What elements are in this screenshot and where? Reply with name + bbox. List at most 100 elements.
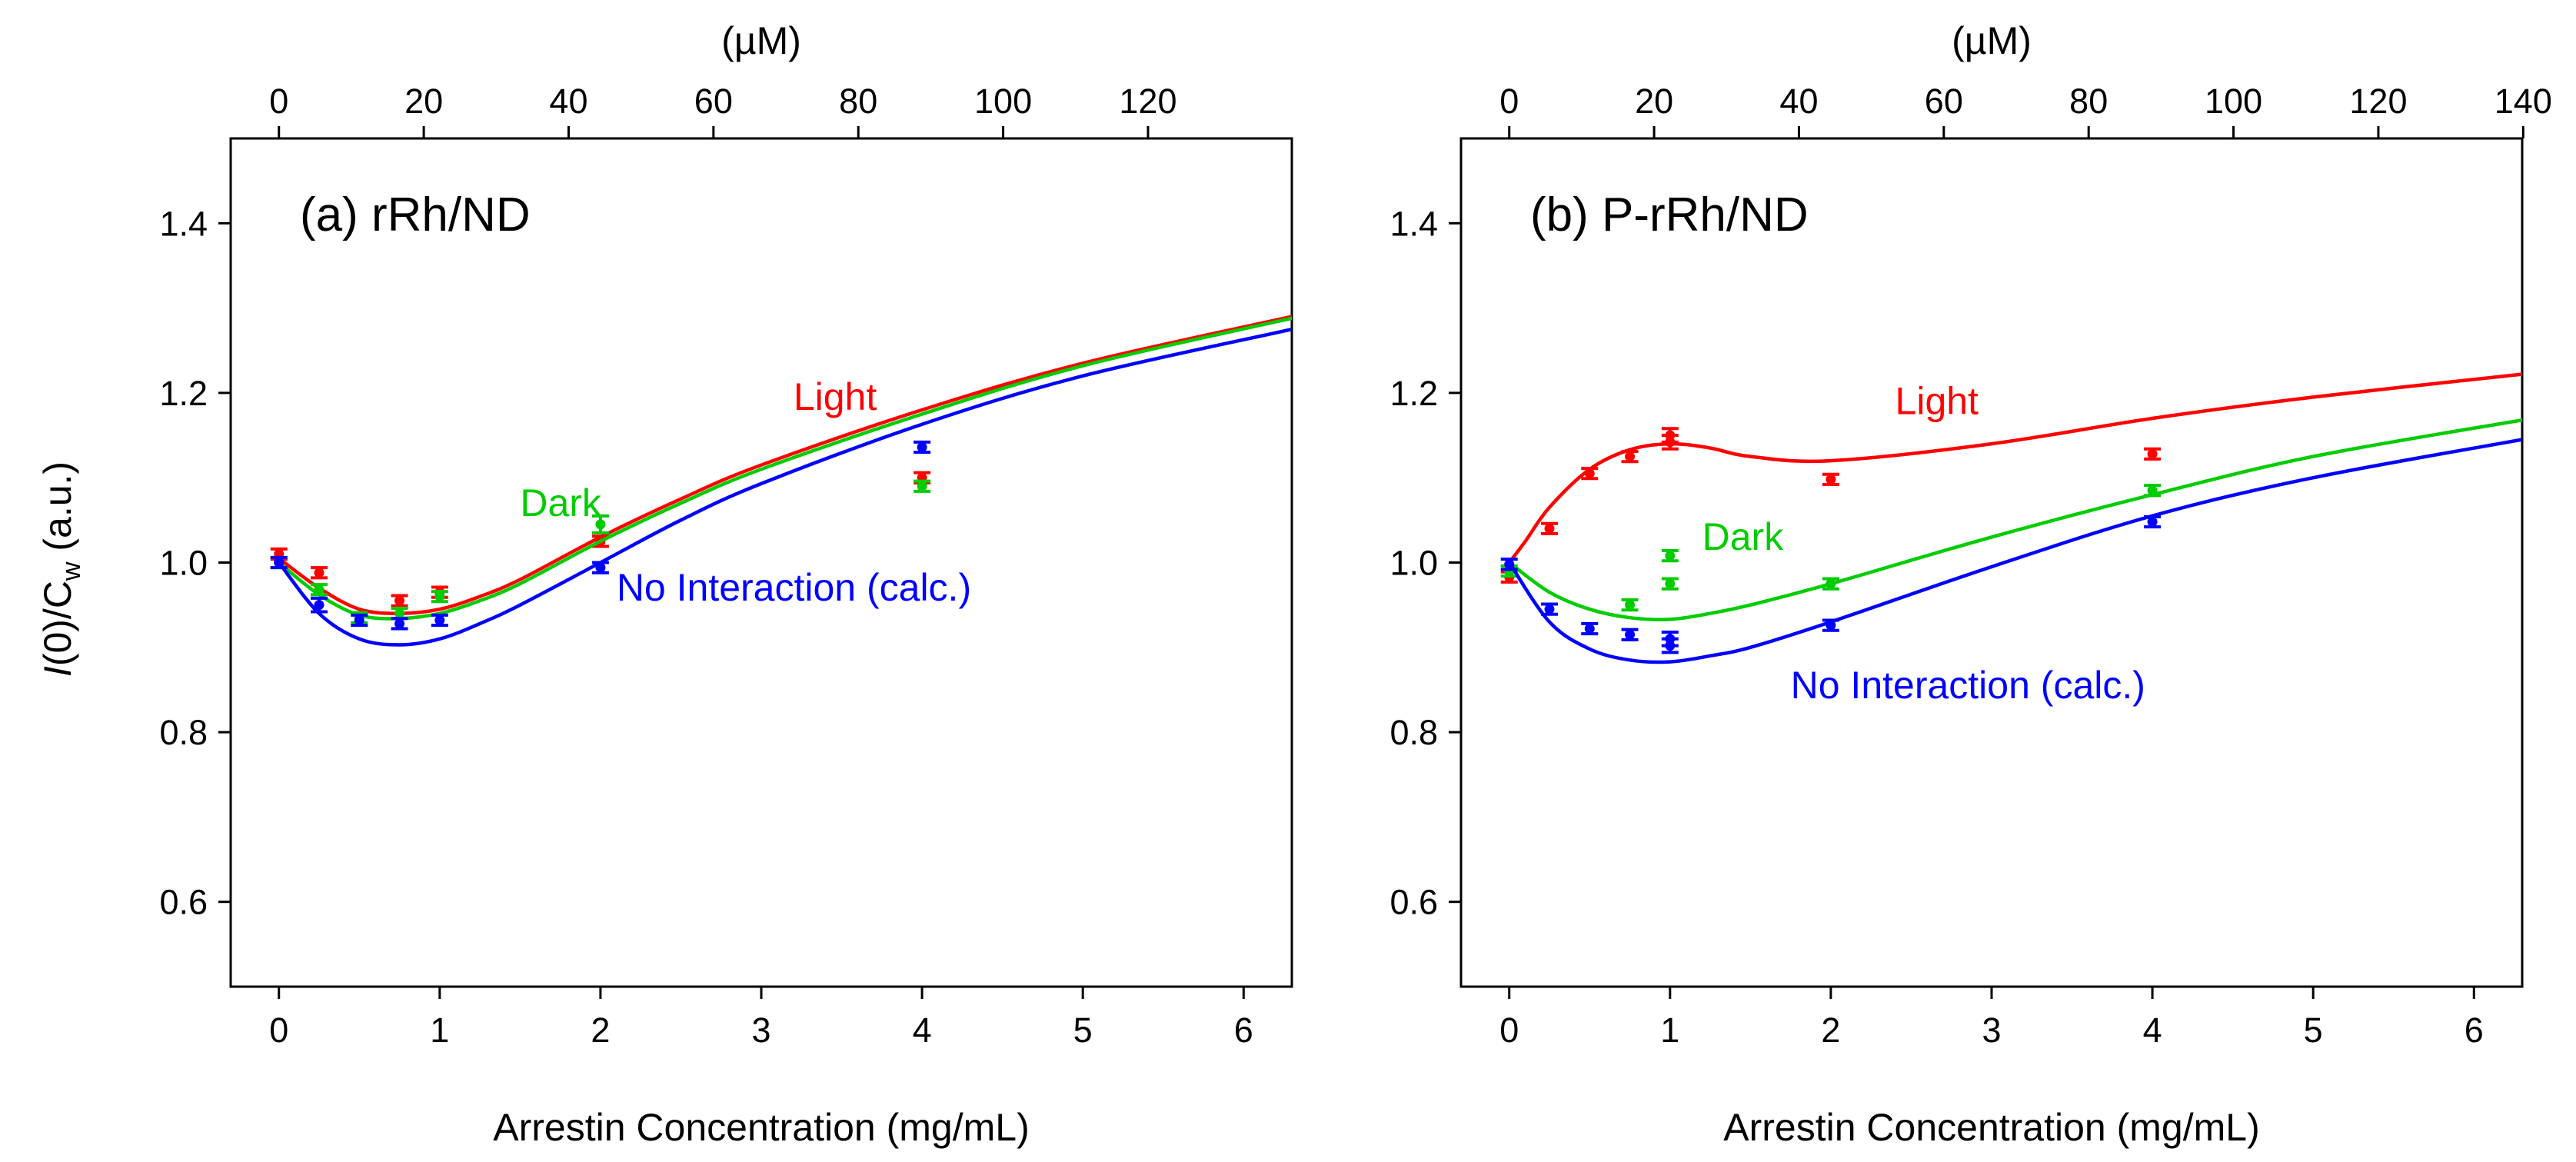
no-interaction-calc-curve: [1507, 438, 2522, 664]
x2-tick-label: 40: [1779, 82, 1818, 121]
x2-axis-title: (µM): [721, 19, 801, 62]
x2-tick-label: 100: [974, 82, 1032, 121]
x-tick-label: 2: [1821, 1011, 1840, 1050]
no-interaction-calc-label: No Interaction (calc.): [617, 566, 971, 609]
y-axis-title-main: (0)/C: [36, 581, 79, 666]
series-light: Light: [1500, 372, 2522, 584]
series-dark: Dark: [1500, 418, 2522, 621]
y-tick-label: 1.4: [1390, 204, 1438, 243]
x-tick-label: 5: [1073, 1011, 1093, 1050]
no-interaction-calc-point: [1825, 620, 1836, 631]
light-point: [1625, 451, 1636, 462]
y-tick-label: 1.0: [159, 544, 208, 583]
y-tick-label: 1.2: [159, 374, 208, 413]
y-tick-label: 0.6: [1390, 883, 1438, 922]
light-label: Light: [794, 375, 877, 418]
light-point: [394, 595, 405, 606]
x2-tick-label: 40: [549, 82, 587, 121]
x2-tick-label: 0: [269, 82, 288, 121]
light-label: Light: [1895, 379, 1979, 422]
dark-point: [394, 608, 405, 619]
dark-label: Dark: [520, 481, 602, 524]
y-tick-label: 0.8: [1390, 713, 1438, 752]
x-tick-label: 5: [2304, 1011, 2323, 1050]
no-interaction-calc-point: [917, 441, 927, 452]
no-interaction-calc-point: [1584, 624, 1595, 634]
x-tick-label: 1: [1660, 1011, 1679, 1050]
dark-point: [1825, 578, 1836, 589]
x2-tick-label: 60: [1925, 82, 1963, 121]
x-tick-label: 3: [1982, 1011, 2001, 1050]
x-tick-label: 3: [751, 1011, 770, 1050]
x-tick-label: 4: [2143, 1011, 2162, 1050]
dark-point: [595, 519, 606, 530]
x2-tick-label: 80: [839, 82, 877, 121]
dark-point: [1665, 551, 1676, 561]
y-axis-title-subscript: w: [57, 561, 86, 581]
dark-point: [917, 481, 927, 491]
panel-b: 0 1 2 3 4 5 6 Arrestin Concentration (mg/mL) 0 20…: [1390, 19, 2551, 1149]
panel-title: (b) P-rRh/ND: [1530, 188, 1809, 241]
y-tick-label: 1.0: [1390, 544, 1438, 583]
y-tick-label: 0.6: [159, 883, 208, 922]
x-tick-label: 4: [913, 1011, 932, 1050]
no-interaction-calc-point: [1504, 559, 1515, 570]
x-tick-label: 6: [1234, 1011, 1253, 1050]
light-point: [2147, 448, 2158, 459]
no-interaction-calc-point: [394, 618, 405, 629]
series-no-interaction-calc: No Interaction (calc.): [1500, 438, 2522, 707]
no-interaction-calc-point: [595, 562, 606, 573]
light-point: [1584, 468, 1595, 479]
y-axis-title-italic: I: [36, 666, 79, 677]
dark-point: [434, 591, 445, 602]
x2-tick-label: 140: [2494, 82, 2552, 121]
no-interaction-calc-point: [1625, 629, 1636, 640]
panel-title: (a) rRh/ND: [300, 188, 531, 241]
light-point: [1544, 523, 1555, 534]
no-interaction-calc-point: [2147, 517, 2158, 528]
y-tick-label: 1.4: [159, 204, 208, 243]
dark-point: [2147, 485, 2158, 496]
no-interaction-calc-point: [434, 615, 445, 626]
no-interaction-calc-point: [1665, 641, 1676, 651]
panel-a: 0 1 2 3 4 5 6 Arrestin Concentration (mg/mL) 0 20…: [159, 19, 1293, 1149]
dark-curve: [1508, 418, 2522, 621]
x2-axis-title: (µM): [1952, 19, 2032, 62]
light-curve: [1507, 372, 2522, 564]
dark-curve: [278, 316, 1292, 621]
no-interaction-calc-point: [314, 600, 324, 611]
x2-tick-label: 60: [694, 82, 733, 121]
x-axis-title: Arrestin Concentration (mg/mL): [1723, 1106, 2259, 1149]
light-point: [314, 568, 324, 578]
no-interaction-calc-point: [274, 558, 285, 568]
light-point: [1665, 430, 1676, 441]
y-tick-label: 1.2: [1390, 374, 1438, 413]
light-point: [1825, 474, 1836, 484]
x-tick-label: 1: [430, 1011, 449, 1050]
dark-point: [1665, 578, 1676, 589]
x-tick-label: 0: [269, 1011, 288, 1050]
x2-tick-label: 120: [1119, 82, 1177, 121]
y-axis-title: I(0)/Cw (a.u.): [36, 461, 86, 677]
no-interaction-calc-curve: [277, 328, 1292, 647]
x2-tick-label: 0: [1499, 82, 1519, 121]
x2-tick-label: 20: [1635, 82, 1673, 121]
x-tick-label: 6: [2465, 1011, 2484, 1050]
series-no-interaction-calc: No Interaction (calc.): [270, 328, 1292, 647]
no-interaction-calc-point: [354, 615, 364, 626]
no-interaction-calc-label: No Interaction (calc.): [1791, 664, 2145, 707]
x-axis-title: Arrestin Concentration (mg/mL): [493, 1106, 1029, 1149]
x2-tick-label: 100: [2205, 82, 2262, 121]
dark-point: [314, 584, 324, 595]
x2-tick-label: 80: [2069, 82, 2108, 121]
x-tick-label: 0: [1499, 1011, 1519, 1050]
x2-tick-label: 20: [404, 82, 443, 121]
no-interaction-calc-point: [1544, 604, 1555, 614]
light-curve: [278, 315, 1292, 615]
y-axis-title-units: (a.u.): [36, 461, 79, 562]
y-tick-label: 0.8: [159, 713, 208, 752]
x2-tick-label: 120: [2349, 82, 2407, 121]
dark-point: [1625, 600, 1636, 611]
